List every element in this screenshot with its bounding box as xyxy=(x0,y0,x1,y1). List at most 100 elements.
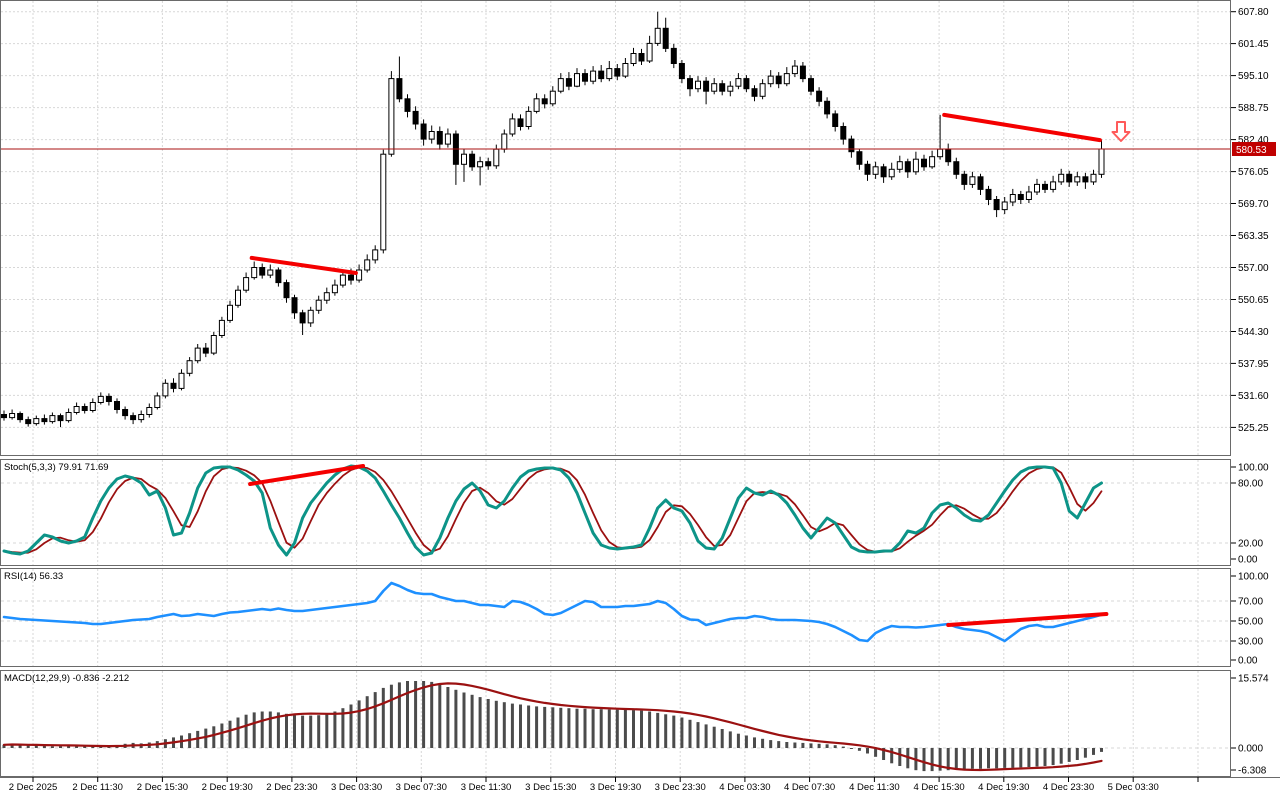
macd-histogram-bar xyxy=(1051,748,1055,766)
indicator-tick-label: 100.00 xyxy=(1238,463,1269,474)
candle-up xyxy=(1050,181,1057,190)
candle-down xyxy=(1017,194,1024,200)
macd-histogram-bar xyxy=(414,681,418,748)
macd-histogram-bar xyxy=(583,708,587,748)
candle-down xyxy=(17,413,24,421)
macd-histogram-bar xyxy=(640,710,643,748)
macd-histogram-bar xyxy=(599,709,603,748)
macd-histogram-bar xyxy=(535,706,539,748)
candle-down xyxy=(662,27,669,49)
macd-histogram-bar xyxy=(236,717,240,748)
price-tick-label: 525.25 xyxy=(1238,423,1269,434)
macd-histogram-bar xyxy=(849,748,853,749)
macd-histogram-bar xyxy=(1067,748,1071,762)
candle-up xyxy=(33,418,40,425)
candle-up xyxy=(65,412,72,422)
candle-down xyxy=(808,78,814,92)
candle-up xyxy=(227,304,233,321)
macd-histogram-bar xyxy=(2,744,6,748)
macd-histogram-bar xyxy=(922,748,926,772)
candle-down xyxy=(202,347,209,354)
macd-histogram-bar xyxy=(882,748,886,760)
macd-histogram-bar xyxy=(728,731,732,748)
candle-down xyxy=(751,88,758,97)
macd-histogram-bar xyxy=(325,713,329,748)
time-label: 2 Dec 11:30 xyxy=(72,782,123,793)
sell-signal-arrow-down-icon[interactable] xyxy=(1111,121,1131,142)
candle-up xyxy=(711,83,718,92)
macd-histogram-bar xyxy=(494,700,498,748)
macd-histogram-bar xyxy=(543,706,547,748)
time-label: 3 Dec 07:30 xyxy=(396,782,447,793)
macd-histogram-bar xyxy=(486,699,490,748)
price-tick-label: 550.65 xyxy=(1238,295,1269,306)
macd-histogram-bar xyxy=(817,743,821,748)
candle-down xyxy=(57,415,64,422)
price-tick-label: 563.35 xyxy=(1238,231,1269,242)
candle-down xyxy=(541,98,548,105)
candle-up xyxy=(428,131,435,140)
candle-down xyxy=(598,70,605,80)
candle-up xyxy=(646,42,653,62)
time-label: 3 Dec 03:30 xyxy=(331,782,382,793)
macd-histogram-bar xyxy=(268,711,272,748)
rsi-trendline[interactable] xyxy=(946,612,1109,627)
candle-up xyxy=(89,402,96,411)
macd-histogram-bar xyxy=(470,694,474,748)
stoch-trendline[interactable] xyxy=(248,464,366,486)
macd-histogram-bar xyxy=(430,681,434,748)
macd-histogram-bar xyxy=(664,714,668,748)
stoch-k-line xyxy=(2,464,1103,557)
stoch-panel-border xyxy=(0,459,1231,566)
time-label: 4 Dec 19:30 xyxy=(978,782,1029,793)
time-label: 2 Dec 23:30 xyxy=(266,782,317,793)
candle-down xyxy=(775,75,782,85)
time-label: 4 Dec 11:30 xyxy=(849,782,900,793)
indicator-tick-label: 0.000 xyxy=(1238,744,1263,755)
macd-histogram-bar xyxy=(809,743,813,748)
rsi-indicator-label: RSI(14) 56.33 xyxy=(4,571,64,582)
macd-histogram-bar xyxy=(462,692,466,748)
candle-up xyxy=(235,289,241,306)
macd-histogram-bar xyxy=(632,710,635,748)
candle-up xyxy=(937,148,944,158)
candle-down xyxy=(848,138,855,153)
candle-down xyxy=(880,166,887,178)
macd-histogram-bar xyxy=(793,742,797,748)
macd-histogram-bar xyxy=(75,745,79,748)
indicator-tick-label: 0.00 xyxy=(1238,555,1258,566)
candle-down xyxy=(348,274,354,281)
macd-histogram-bar xyxy=(833,745,837,748)
candle-up xyxy=(477,161,484,168)
current-price-badge xyxy=(1232,142,1276,156)
candle-down xyxy=(275,269,282,284)
candle-up xyxy=(590,70,597,82)
trendline[interactable] xyxy=(249,255,358,275)
macd-histogram-bar xyxy=(397,682,401,748)
trendline[interactable] xyxy=(942,112,1102,143)
macd-histogram-bar xyxy=(519,704,522,748)
candle-up xyxy=(1098,148,1105,175)
candle-down xyxy=(130,415,137,421)
macd-histogram-bar xyxy=(866,748,869,754)
candle-up xyxy=(1090,173,1097,183)
macd-histogram-bar xyxy=(228,720,232,748)
candle-down xyxy=(1066,173,1073,183)
macd-histogram-bar xyxy=(1027,748,1031,767)
candle-up xyxy=(759,83,766,97)
candle-up xyxy=(606,68,613,80)
candle-down xyxy=(582,73,588,82)
macd-histogram-bar xyxy=(696,722,700,748)
candle-down xyxy=(840,126,847,140)
candle-up xyxy=(557,78,564,92)
candle-up xyxy=(888,168,895,178)
candle-down xyxy=(412,110,419,125)
macd-histogram-bar xyxy=(59,746,62,748)
candle-up xyxy=(388,78,395,155)
candle-up xyxy=(630,53,637,64)
current-price-label: 580.53 xyxy=(1236,145,1267,156)
candle-down xyxy=(719,83,726,92)
macd-histogram-bar xyxy=(777,741,781,748)
macd-histogram-bar xyxy=(381,687,385,748)
